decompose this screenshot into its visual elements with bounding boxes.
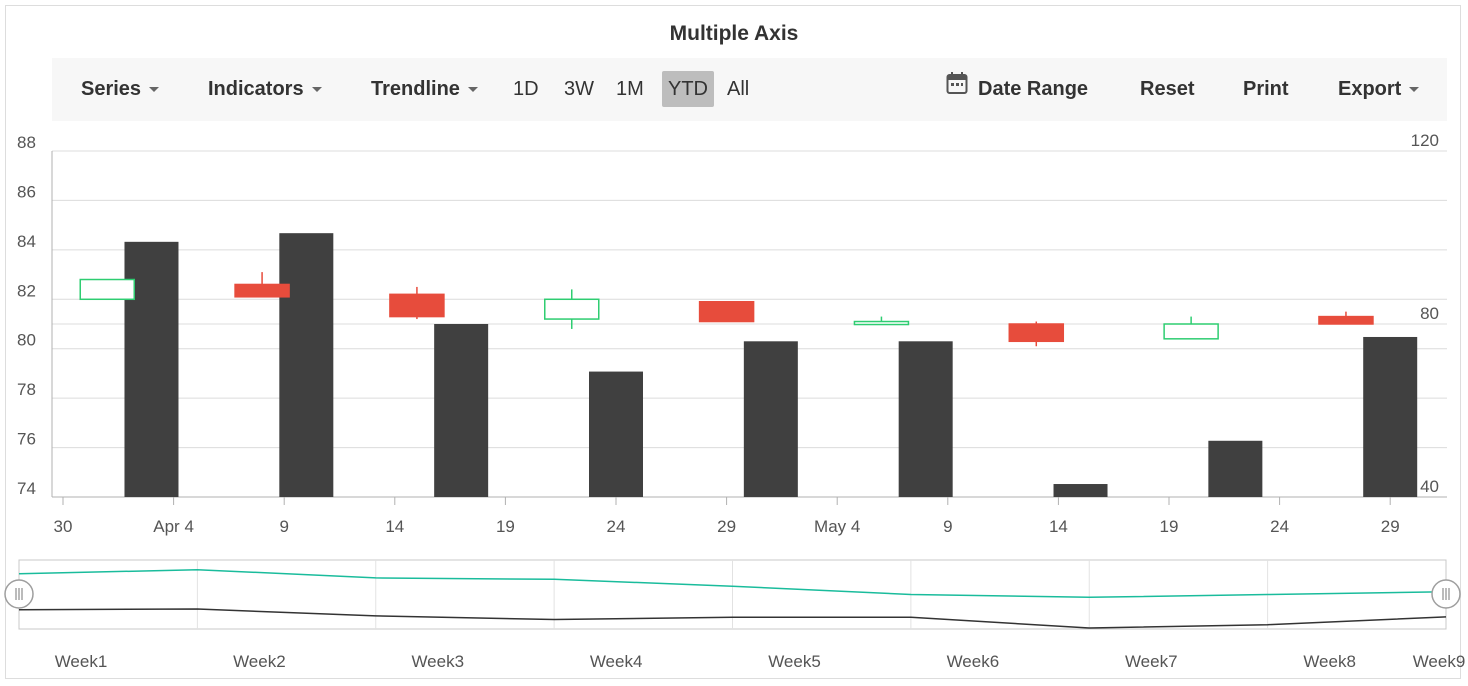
period-all-button[interactable]: All [727,78,750,100]
date-range-label: Date Range [978,78,1089,100]
period-1m-button[interactable]: 1M [616,78,644,100]
export-dropdown[interactable]: Export [1338,58,1420,121]
indicators-label: Indicators [208,78,304,100]
stock-toolbar: Series Indicators Trendline 1D 3W 1M YTD… [52,58,1447,121]
period-1d-button[interactable]: 1D [513,78,539,100]
period-ytd-button[interactable]: YTD [662,71,714,107]
reset-button[interactable]: Reset [1140,78,1195,100]
series-label: Series [81,78,142,100]
trendline-label: Trendline [371,78,460,100]
chevron-down-icon [149,87,160,93]
chevron-down-icon [311,87,322,93]
chevron-down-icon [467,87,478,93]
trendline-dropdown[interactable]: Trendline [371,58,478,121]
period-3w-button[interactable]: 3W [564,78,594,100]
series-dropdown[interactable]: Series [81,58,160,121]
print-button[interactable]: Print [1243,78,1289,100]
date-range-button[interactable]: Date Range [946,58,1088,121]
chevron-down-icon [1409,87,1420,93]
indicators-dropdown[interactable]: Indicators [208,58,322,121]
export-label: Export [1338,78,1402,100]
calendar-icon [946,58,968,121]
chart-title: Multiple Axis [669,22,799,45]
